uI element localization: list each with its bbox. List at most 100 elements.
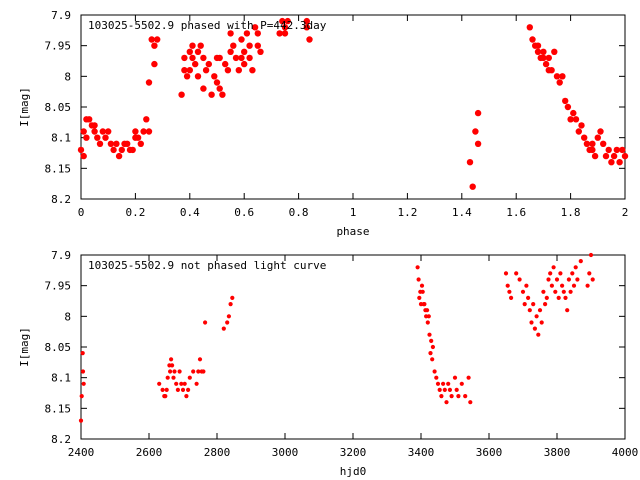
data-point xyxy=(509,295,514,300)
data-point xyxy=(542,60,550,68)
phased-light-curve-panel: 0 0.2 0.4 0.6 0.8 1 1.2 1.4 1.6 1.8 2 7.9 7.95 8 8.05 8… xyxy=(18,9,628,238)
x-tick-label: 2400 xyxy=(68,446,95,459)
data-point xyxy=(430,344,435,350)
data-point xyxy=(466,375,471,380)
data-point xyxy=(526,295,531,300)
data-point xyxy=(180,387,186,392)
data-point xyxy=(560,283,565,288)
data-point xyxy=(564,103,572,111)
data-point xyxy=(444,400,449,405)
x-tick-label: 1.4 xyxy=(452,206,472,219)
data-point xyxy=(241,48,248,55)
x-tick-label: 4000 xyxy=(612,446,639,459)
data-point xyxy=(570,109,577,117)
data-point xyxy=(589,146,596,154)
data-point xyxy=(420,289,425,294)
data-point xyxy=(145,128,153,135)
data-point xyxy=(200,54,207,62)
data-point xyxy=(213,79,221,86)
data-point xyxy=(257,48,264,55)
data-point xyxy=(524,283,529,288)
data-point xyxy=(202,67,210,74)
data-point xyxy=(531,302,536,307)
data-point xyxy=(86,116,93,123)
data-point xyxy=(572,116,580,123)
data-point xyxy=(151,60,158,68)
data-point xyxy=(505,283,510,288)
plot-frame xyxy=(80,14,626,200)
chart-title: 103025-5502.9 phased with P=442.3day xyxy=(88,19,327,32)
data-point xyxy=(154,36,161,43)
data-point xyxy=(468,400,473,405)
data-point xyxy=(226,314,231,319)
data-point xyxy=(79,394,84,399)
data-point xyxy=(581,134,588,141)
data-point xyxy=(254,30,261,37)
data-point xyxy=(570,271,575,276)
data-point xyxy=(514,271,519,276)
data-point xyxy=(96,140,104,147)
data-point xyxy=(561,289,566,294)
data-point xyxy=(565,308,570,313)
y-tick-label: 8.15 xyxy=(45,402,72,415)
data-point xyxy=(168,369,173,374)
data-point xyxy=(132,128,139,135)
data-point xyxy=(616,159,623,166)
data-point xyxy=(434,375,439,380)
data-point xyxy=(608,159,615,166)
data-point xyxy=(439,394,444,399)
data-point xyxy=(200,85,207,92)
data-point xyxy=(225,320,230,325)
data-point xyxy=(563,295,568,300)
data-point xyxy=(179,381,184,386)
data-point xyxy=(548,271,553,276)
data-point xyxy=(537,308,543,313)
data-point xyxy=(591,152,599,160)
data-point xyxy=(284,17,291,25)
data-point xyxy=(449,394,454,399)
x-tick-label: 1 xyxy=(350,206,357,219)
data-point xyxy=(568,289,573,294)
data-point xyxy=(578,259,583,264)
data-point xyxy=(435,381,441,386)
data-point xyxy=(243,30,251,37)
x-tick-label: 3600 xyxy=(476,446,503,459)
data-point xyxy=(466,159,474,166)
data-point xyxy=(157,381,162,386)
data-point xyxy=(186,48,193,55)
x-tick-label: 0.6 xyxy=(234,206,254,219)
y-tick-label: 7.9 xyxy=(51,249,71,262)
data-point xyxy=(224,67,232,74)
data-point xyxy=(472,128,479,135)
data-point xyxy=(426,314,431,319)
data-point xyxy=(454,387,459,392)
y-tick-label: 8.05 xyxy=(45,341,72,354)
data-point xyxy=(205,60,212,68)
data-point xyxy=(227,48,234,55)
x-tick-label: 2 xyxy=(622,206,629,219)
y-tick-label: 8 xyxy=(64,70,71,83)
data-point xyxy=(610,152,618,160)
data-point xyxy=(562,97,569,105)
data-point xyxy=(107,140,115,147)
x-tick-label: 1.8 xyxy=(561,206,581,219)
data-point xyxy=(143,116,150,123)
data-point xyxy=(175,387,180,392)
data-point xyxy=(222,60,229,68)
data-point xyxy=(249,67,256,74)
data-point xyxy=(230,295,235,300)
x-tick-label: 0 xyxy=(78,206,85,219)
data-point xyxy=(186,67,193,74)
y-tick-label: 7.95 xyxy=(45,40,72,53)
data-point xyxy=(554,277,560,282)
data-point xyxy=(415,265,420,270)
data-point xyxy=(544,295,549,300)
data-point xyxy=(194,73,202,80)
data-point xyxy=(432,369,437,374)
data-point xyxy=(241,60,248,68)
data-point xyxy=(91,122,98,129)
data-point xyxy=(232,54,240,62)
data-point xyxy=(230,42,237,49)
data-point xyxy=(110,146,117,154)
